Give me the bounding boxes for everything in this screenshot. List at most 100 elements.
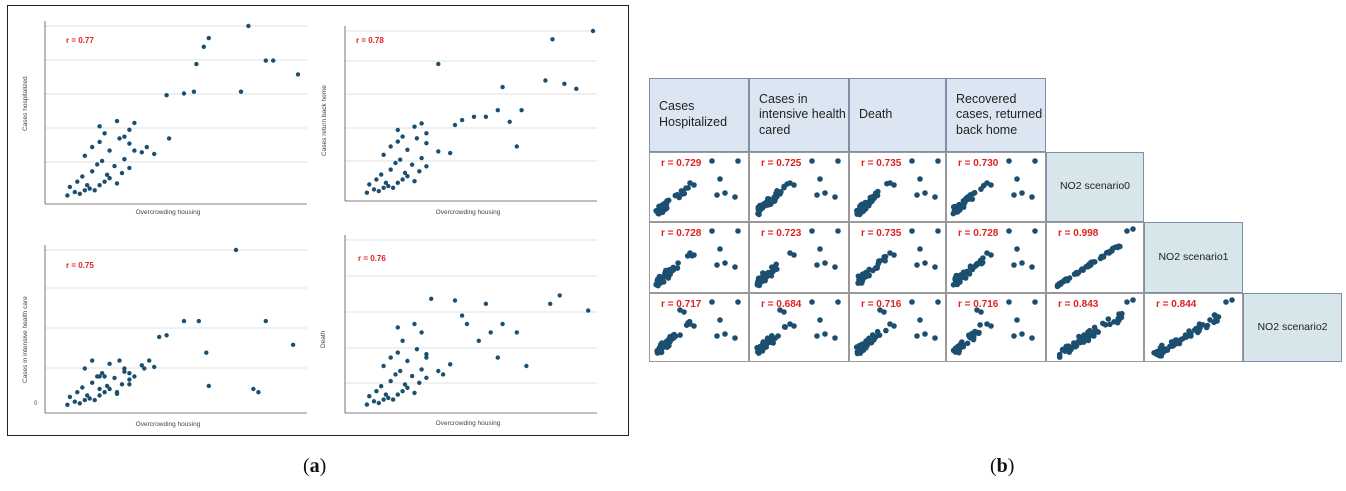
scatter-point [67, 394, 73, 400]
scatter-point [381, 363, 386, 369]
scatter-point [92, 188, 97, 193]
scatter-point [967, 192, 974, 198]
diag-no2-scenario1: NO2 scenario1 [1144, 222, 1243, 293]
matrix-cell: r = 0.716 [946, 293, 1046, 362]
scatter-point [409, 162, 415, 167]
scatter-point [1115, 315, 1121, 322]
scatter-point [419, 330, 424, 335]
scatter-point [82, 188, 88, 193]
scatter-point [714, 192, 720, 198]
scatter-point [675, 260, 681, 266]
scatter-point [791, 252, 797, 258]
mini-scatter [854, 158, 941, 218]
scatter-point [524, 363, 529, 369]
scatter-point [717, 176, 723, 182]
scatter-point [440, 372, 446, 377]
scatter-point [866, 272, 872, 279]
scatter-point [412, 179, 417, 184]
scatter-point [436, 149, 441, 154]
scatter-point [519, 108, 524, 113]
scatter-point [395, 392, 400, 397]
correlation-label: r = 0.716 [958, 299, 999, 310]
scatter-point [909, 299, 915, 305]
scatter-point [271, 58, 276, 63]
correlation-label: r = 0.735 [861, 158, 902, 169]
scatter-point [67, 184, 73, 190]
scatter-point [932, 264, 938, 270]
diag-no2-scenario0: NO2 scenario0 [1046, 152, 1144, 222]
x-axis-label: Overcrowding housing [435, 209, 501, 216]
scatter-point [767, 272, 773, 278]
scatter-point [246, 23, 251, 29]
mini-scatter [754, 299, 841, 356]
scatter-point [773, 190, 779, 197]
correlation-label: r = 0.998 [1058, 228, 1099, 239]
scatter-point [419, 367, 424, 372]
scatter-point [374, 177, 379, 182]
scatter-point [1168, 339, 1175, 345]
scatter-point [1029, 335, 1035, 341]
scatter-point [809, 158, 815, 164]
scatter-point [75, 390, 80, 395]
r-label: r = 0.78 [356, 36, 384, 45]
scatter-point [204, 350, 209, 355]
scatter-point [1014, 176, 1020, 182]
scatter-point [514, 144, 519, 149]
scatter-point [864, 338, 870, 344]
scatter-point [132, 120, 137, 126]
scatter-point [822, 331, 828, 337]
caption-a: (a) [303, 455, 327, 477]
scatter-point [164, 333, 169, 338]
diag-no2-scenario2: NO2 scenario2 [1243, 293, 1342, 362]
scatter-point [388, 355, 393, 360]
scatter-point [144, 144, 149, 150]
scatter-point [875, 188, 881, 195]
scatter-point [507, 119, 512, 125]
scatter-point [72, 189, 78, 195]
scatter-point [97, 139, 102, 145]
scatter-point [1032, 158, 1038, 164]
scatter-point [1006, 158, 1012, 164]
scatter-point [1085, 329, 1091, 335]
scatter-point [102, 390, 107, 395]
scatter-point [957, 274, 963, 280]
scatter-point [388, 144, 393, 149]
scatter-point [1080, 267, 1086, 273]
scatter-point [1124, 299, 1130, 305]
scatter-point [832, 335, 838, 341]
scatter-point [681, 309, 687, 315]
scatter-point [201, 44, 206, 49]
scatter-point [909, 158, 915, 164]
scatter-point [412, 124, 417, 129]
scatter-point [417, 169, 422, 174]
scatter-point [717, 246, 723, 252]
scatter-point [77, 191, 83, 196]
scatter-point [1115, 243, 1122, 249]
scatter-point [832, 194, 838, 200]
scatter-point [1107, 321, 1113, 328]
scatter-point [881, 309, 887, 315]
scatter-point [127, 141, 132, 146]
scatter-point [395, 325, 400, 330]
scatter-point [1124, 228, 1130, 234]
scatter-point [960, 202, 966, 209]
scatter-point [1130, 297, 1136, 303]
scatter-point [233, 247, 239, 253]
scatter-point [99, 371, 105, 376]
scatter-point [1063, 276, 1069, 282]
scatter-point [862, 342, 868, 349]
scatter-point [424, 141, 429, 146]
scatter-point [400, 338, 405, 343]
scatter-point [400, 389, 405, 394]
scatter-point [371, 187, 377, 192]
scatter-point [732, 194, 738, 200]
scatter-point [835, 158, 841, 164]
scatter-point [574, 86, 579, 92]
scatter-point [495, 355, 500, 360]
scatter-point [1055, 282, 1062, 289]
scatter-point [166, 136, 172, 141]
scatter-point [869, 198, 875, 204]
matrix-cell: r = 0.723 [749, 222, 849, 293]
scatter-point [117, 136, 122, 141]
scatter-point [809, 299, 815, 305]
